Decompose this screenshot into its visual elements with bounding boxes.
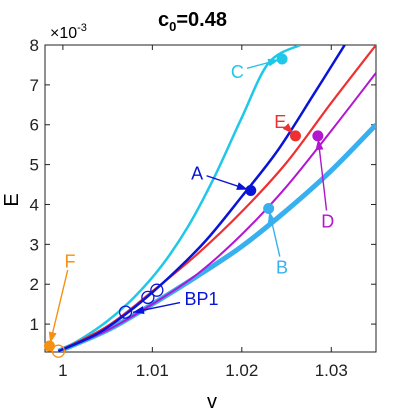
y-exponent-label: ×10-3: [50, 22, 87, 42]
x-axis-label: v: [207, 391, 217, 413]
y-axis-label: E: [1, 193, 23, 206]
point-label-F: F: [65, 251, 76, 271]
point-label-E: E: [274, 112, 286, 132]
y-tick-label: 5: [30, 156, 39, 175]
hollow-marker: [150, 283, 164, 297]
point-F: [43, 340, 55, 352]
series-clip: [57, 45, 376, 352]
x-tick-label: 1.01: [136, 361, 169, 380]
series-line-lightblue-thick: [57, 122, 376, 352]
series-line-purple: [58, 72, 376, 352]
arrowhead-C: [267, 58, 280, 67]
plot-frame: [44, 44, 377, 353]
x-tick-label: 1.02: [225, 361, 258, 380]
series-line-cyan: [57, 45, 301, 352]
hollow-marker: [141, 290, 155, 305]
hollow-marker: [51, 344, 66, 358]
x-tick-label: 1: [58, 361, 67, 380]
point-label-B: B: [276, 257, 288, 277]
series-line-blue: [57, 45, 346, 352]
point-label-A: A: [191, 164, 203, 184]
y-tick-label: 6: [30, 116, 39, 135]
arrowhead-F: [48, 331, 57, 344]
series-group: [57, 45, 376, 352]
arrowhead-E: [282, 123, 294, 134]
y-tick-label: 1: [30, 315, 39, 334]
chart-title-value: =0.48: [176, 9, 227, 31]
point-label-D: D: [321, 211, 334, 231]
annotations: A B C D E F BP1: [43, 53, 334, 358]
point-A: [245, 185, 257, 197]
axes: 1 1.01 1.02 1.03 1 2 3 4 5 6 7 8: [30, 36, 377, 380]
y-tick-label: 7: [30, 76, 39, 95]
point-B: [263, 202, 275, 214]
point-D: [312, 130, 324, 142]
x-tick-label: 1.03: [315, 361, 348, 380]
hollow-marker: [118, 305, 133, 319]
arrowhead-B: [267, 211, 276, 224]
arrow-D: [317, 138, 328, 211]
arrow-F: [49, 269, 69, 344]
arrowhead-BP1: [132, 306, 145, 315]
point-C: [276, 53, 288, 65]
y-tick-label: 2: [30, 275, 39, 294]
y-tick-label: 8: [30, 36, 39, 55]
point-E: [289, 130, 301, 142]
point-label-BP1: BP1: [185, 289, 219, 309]
chart-title: c0=0.48: [158, 9, 227, 34]
chart-title-subscript: 0: [169, 19, 176, 34]
y-tick-label: 4: [30, 195, 39, 214]
y-tick-label: 3: [30, 235, 39, 254]
arrowhead-A: [236, 182, 248, 190]
arrowhead-D: [315, 138, 324, 151]
point-label-C: C: [231, 62, 244, 82]
